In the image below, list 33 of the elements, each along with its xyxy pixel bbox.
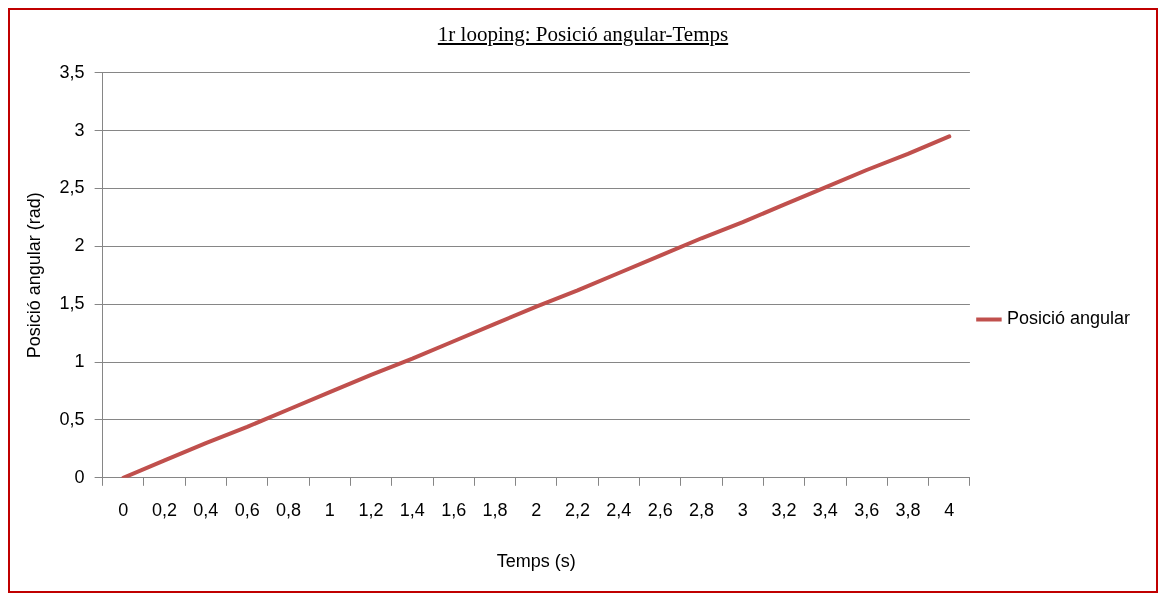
chart-title: 1r looping: Posició angular-Temps xyxy=(436,21,730,48)
x-tick-label: 3,6 xyxy=(854,499,880,520)
x-tick-label: 1,4 xyxy=(399,499,425,520)
x-tick-label: 2 xyxy=(531,499,542,520)
x-axis-title: Temps (s) xyxy=(496,551,576,572)
x-tick-label: 1 xyxy=(324,499,335,520)
x-tick-label: 0,4 xyxy=(193,499,219,520)
x-tick-label: 4 xyxy=(944,499,955,520)
y-tick-label: 0 xyxy=(74,466,85,487)
y-axis-title: Posició angular (rad) xyxy=(23,192,44,359)
x-tick-label: 0,8 xyxy=(275,499,301,520)
y-tick-label: 1,5 xyxy=(59,293,85,314)
x-tick-label: 3,2 xyxy=(771,499,797,520)
x-tick-label: 1,2 xyxy=(358,499,384,520)
x-tick-label: 2,8 xyxy=(688,499,714,520)
x-tick-label: 3 xyxy=(737,499,748,520)
x-tick-label: 0 xyxy=(118,499,129,520)
x-tick-label: 3,8 xyxy=(895,499,921,520)
x-tick-label: 2,4 xyxy=(606,499,632,520)
x-tick-label: 0,6 xyxy=(234,499,260,520)
x-tick-label: 0,2 xyxy=(152,499,178,520)
x-tick-label: 1,6 xyxy=(441,499,467,520)
y-tick-label: 3 xyxy=(74,119,85,140)
x-tick-label: 1,8 xyxy=(482,499,508,520)
x-tick-label: 2,6 xyxy=(647,499,673,520)
x-tick-label: 2,2 xyxy=(565,499,591,520)
y-tick-label: 0,5 xyxy=(59,408,85,429)
y-tick-label: 3,5 xyxy=(59,61,85,82)
y-tick-label: 1 xyxy=(74,351,85,372)
y-tick-label: 2,5 xyxy=(59,177,85,198)
y-tick-label: 2 xyxy=(74,235,85,256)
x-tick-label: 3,4 xyxy=(812,499,838,520)
legend-label: Posició angular xyxy=(1006,308,1131,329)
